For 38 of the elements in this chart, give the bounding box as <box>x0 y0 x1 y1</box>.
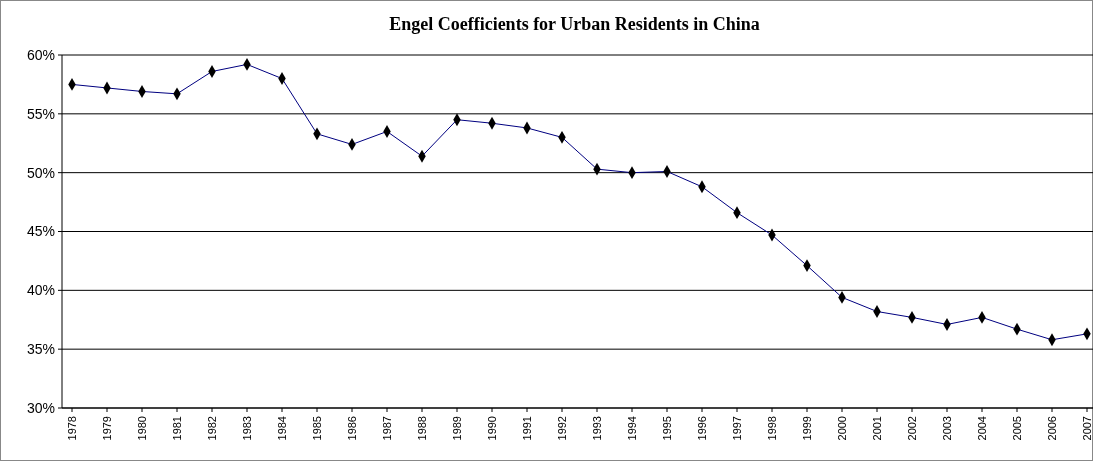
x-tick-label: 2006 <box>1046 416 1058 441</box>
x-tick-label: 1993 <box>591 416 603 441</box>
x-tick-label: 1990 <box>486 416 498 441</box>
x-tick-label: 2002 <box>906 416 918 441</box>
x-tick-label: 1994 <box>626 416 638 441</box>
x-tick-label: 1996 <box>696 416 708 441</box>
x-tick-label: 1982 <box>206 416 218 441</box>
x-tick-label: 1988 <box>416 416 428 441</box>
x-tick-label: 2003 <box>941 416 953 441</box>
x-tick-label: 1978 <box>66 416 78 441</box>
x-tick-label: 1998 <box>766 416 778 441</box>
x-tick-label: 2000 <box>836 416 848 441</box>
y-tick-label: 50% <box>26 164 55 181</box>
x-tick-label: 1981 <box>171 416 183 441</box>
x-tick-label: 1995 <box>661 416 673 441</box>
x-tick-label: 1992 <box>556 416 568 441</box>
y-tick-label: 40% <box>26 282 55 299</box>
x-tick-label: 1991 <box>521 416 533 441</box>
x-tick-label: 1983 <box>241 416 253 441</box>
x-tick-label: 1985 <box>311 416 323 441</box>
x-tick-label: 1979 <box>101 416 113 441</box>
y-tick-label: 30% <box>26 399 55 416</box>
x-tick-label: 2004 <box>976 416 988 441</box>
x-tick-label: 1999 <box>801 416 813 441</box>
x-tick-label: 2007 <box>1081 416 1093 441</box>
y-tick-label: 45% <box>26 223 55 240</box>
y-tick-label: 35% <box>26 341 55 358</box>
chart-title: Engel Coefficients for Urban Residents in China <box>389 14 760 34</box>
x-tick-label: 1997 <box>731 416 743 441</box>
x-tick-label: 1989 <box>451 416 463 441</box>
y-tick-label: 55% <box>26 105 55 122</box>
y-tick-label: 60% <box>26 46 55 63</box>
x-tick-label: 1986 <box>346 416 358 441</box>
x-tick-label: 2001 <box>871 416 883 441</box>
x-tick-label: 1984 <box>276 416 288 441</box>
x-tick-label: 2005 <box>1011 416 1023 441</box>
x-tick-label: 1980 <box>136 416 148 441</box>
x-tick-label: 1987 <box>381 416 393 441</box>
